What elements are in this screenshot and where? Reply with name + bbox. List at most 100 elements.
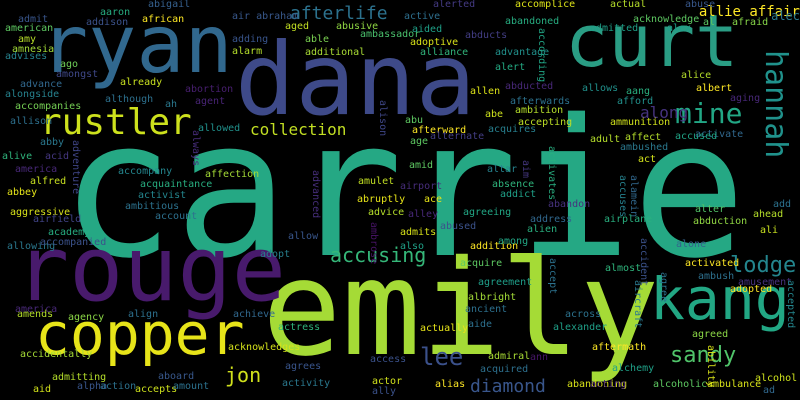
word-actual: actual	[610, 0, 647, 10]
word-airfield: airfield	[33, 214, 82, 225]
word-america: america	[15, 164, 58, 175]
word-accompanies: accompanies	[15, 101, 82, 112]
word-aaron: aaron	[100, 7, 131, 18]
word-rouge: rouge	[15, 217, 286, 322]
word-advanced: advanced	[310, 170, 321, 219]
word-allison: allison	[10, 116, 53, 127]
word-african: african	[142, 14, 185, 25]
word-allows: allows	[582, 83, 619, 94]
word-ambition: ambition	[515, 105, 564, 116]
word-airplane: airplane	[604, 214, 653, 225]
word-alchemy: alchemy	[612, 363, 655, 374]
word-rustler: rustler	[40, 102, 192, 143]
word-lee: lee	[420, 343, 464, 371]
word-advance: advance	[20, 79, 63, 90]
word-address: address	[530, 214, 573, 225]
word-abuse: abuse	[685, 0, 716, 10]
word-mine: mine	[675, 97, 743, 130]
word-admitting: admitting	[52, 372, 107, 383]
word-aid: aid	[33, 384, 52, 395]
word-although: although	[105, 94, 154, 105]
word-ambrose: ambrose	[368, 222, 379, 265]
word-accompanied: accompanied	[40, 237, 107, 248]
word-ago: ago	[60, 59, 79, 70]
word-adoptive: adoptive	[410, 37, 459, 48]
word-actually: actually	[420, 323, 469, 334]
word-accused: accused	[675, 131, 718, 142]
word-allie-affair: allie affair	[698, 4, 800, 20]
word-actress: actress	[278, 322, 321, 333]
word-acknowledges: acknowledges	[228, 342, 301, 353]
word-ancient: ancient	[465, 304, 508, 315]
word-adventure: adventure	[70, 140, 81, 195]
word-air-abraham: air abraham	[232, 11, 299, 22]
word-admits: admits	[400, 227, 437, 238]
word-abu: abu	[405, 115, 424, 126]
word-dana: dana	[235, 21, 476, 138]
word-jon: jon	[225, 363, 262, 387]
word-active: active	[404, 11, 441, 22]
word-accomplice: accomplice	[515, 0, 576, 10]
word-accidentally: accidentally	[20, 349, 93, 360]
word-agreement: agreement	[478, 277, 533, 288]
word-admitted: admitted	[590, 23, 639, 34]
word-also: also	[400, 241, 425, 252]
word-able: able	[305, 34, 330, 45]
word-accident: accident	[638, 238, 649, 287]
word-activated: activated	[685, 258, 740, 269]
word-amid: amid	[409, 160, 434, 171]
word-adding: adding	[232, 34, 269, 45]
word-advice: advice	[368, 207, 405, 218]
word-achieve: achieve	[233, 309, 276, 320]
word-across: across	[565, 309, 602, 320]
word-alpha: alpha	[77, 381, 108, 392]
word-hannah: hannah	[758, 50, 793, 159]
word-alarm: alarm	[232, 46, 263, 57]
word-ryan: ryan	[40, 0, 233, 91]
word-alcohol: alcohol	[755, 373, 798, 384]
word-alert: alert	[495, 62, 526, 73]
word-alice: alice	[681, 70, 712, 81]
word-activate: activate	[695, 129, 744, 140]
word-ahead: ahead	[753, 209, 784, 220]
word-afford: afford	[617, 96, 654, 107]
word-ability: ability	[705, 345, 716, 388]
word-albright: albright	[468, 292, 517, 303]
word-american: american	[5, 23, 54, 34]
word-lodge: lodge	[730, 253, 797, 278]
word-ann: ann	[530, 352, 549, 363]
word-acquired: acquired	[480, 364, 529, 375]
word-accepting: accepting	[518, 117, 573, 128]
word-allow: allow	[288, 231, 319, 242]
word-alive: alive	[2, 151, 33, 162]
word-agreeing: agreeing	[463, 207, 512, 218]
word-alter: alter	[695, 204, 726, 215]
word-airport: airport	[400, 181, 443, 192]
word-advantage: advantage	[495, 47, 550, 58]
word-allowed: allowed	[198, 123, 241, 134]
word-aang: aang	[626, 86, 651, 97]
word-aboard: aboard	[158, 371, 195, 382]
word-abandoning: abandoning	[567, 379, 628, 390]
word-albert: albert	[696, 83, 733, 94]
word-among: among	[498, 236, 529, 247]
word-always: always	[190, 130, 201, 167]
word-abbey: abbey	[7, 187, 38, 198]
word-accepts: accepts	[135, 384, 178, 395]
word-ammunition: ammunition	[610, 117, 671, 128]
word-ambassador: ambassador	[360, 29, 421, 40]
word-adult: adult	[590, 134, 621, 145]
word-activates: activates	[546, 146, 557, 201]
word-alexander: alexander	[553, 322, 608, 333]
word-ambushed: ambushed	[620, 142, 669, 153]
word-alamein: alamein	[628, 175, 639, 218]
word-alison: alison	[377, 100, 388, 137]
word-accusing: accusing	[330, 243, 427, 267]
word-alex: alex	[667, 23, 692, 34]
word-admiral: admiral	[488, 351, 531, 362]
word-agency: agency	[68, 312, 105, 323]
word-abruptly: abruptly	[357, 194, 406, 205]
word-afterwards: afterwards	[510, 96, 571, 107]
word-abused: abused	[440, 221, 477, 232]
